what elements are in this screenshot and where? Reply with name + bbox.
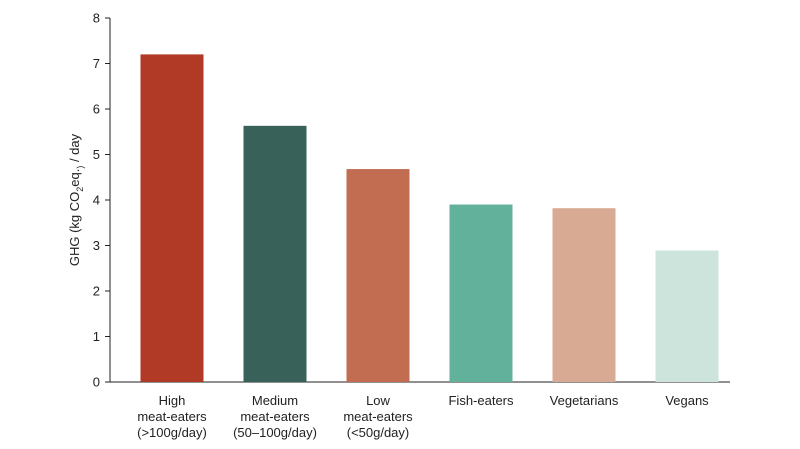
y-tick-label: 8 — [93, 11, 100, 26]
y-tick-label: 3 — [93, 238, 100, 253]
y-tick-label: 5 — [93, 147, 100, 162]
bar — [140, 54, 204, 383]
x-tick-label: Fish-eaters — [448, 393, 514, 408]
y-tick-label: 6 — [93, 102, 100, 117]
bars — [140, 54, 719, 383]
y-tick-label: 1 — [93, 329, 100, 344]
y-axis-label: GHG (kg CO2eq.) / day — [67, 133, 85, 266]
bar — [449, 204, 513, 382]
x-tick-label: Vegans — [665, 393, 709, 408]
y-axis: 0 1 2 3 4 5 6 7 8 — [93, 11, 111, 390]
y-tick-label: 4 — [93, 193, 100, 208]
x-tick-label: Vegetarians — [550, 393, 619, 408]
y-tick-label: 7 — [93, 56, 100, 71]
y-tick-label: 0 — [93, 375, 100, 390]
x-tick-label: High meat-eaters (>100g/day) — [137, 393, 207, 440]
bar — [243, 125, 307, 383]
x-tick-label: Low meat-eaters (<50g/day) — [343, 393, 413, 440]
bar — [552, 208, 616, 382]
bar — [655, 250, 719, 382]
x-tick-label: Medium meat-eaters (50–100g/day) — [233, 393, 317, 440]
category-labels: High meat-eaters (>100g/day) Medium meat-eat… — [137, 393, 709, 440]
y-tick-label: 2 — [93, 284, 100, 299]
bar — [346, 169, 410, 382]
